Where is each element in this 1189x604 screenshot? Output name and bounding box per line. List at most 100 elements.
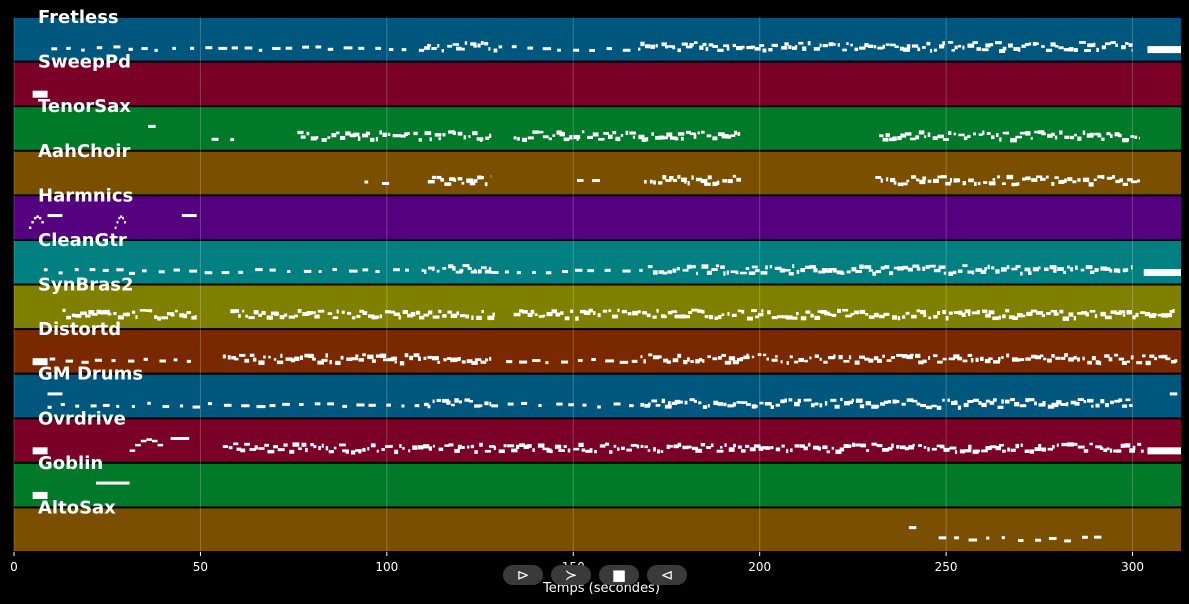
note — [842, 48, 847, 52]
note — [394, 360, 397, 364]
note — [287, 269, 291, 273]
note — [230, 309, 236, 314]
note — [658, 355, 662, 359]
note — [1073, 48, 1078, 53]
note — [1082, 356, 1085, 361]
note — [1097, 134, 1102, 138]
note — [1104, 354, 1110, 358]
note — [66, 46, 71, 50]
note — [120, 215, 123, 218]
stop-button[interactable]: ■ — [599, 565, 639, 585]
note — [113, 311, 117, 316]
note — [386, 403, 391, 407]
note — [721, 353, 727, 357]
note — [817, 446, 822, 451]
note — [822, 445, 828, 450]
note — [561, 360, 569, 364]
note — [298, 447, 302, 451]
note — [883, 400, 889, 404]
note — [1018, 539, 1024, 543]
note — [1103, 267, 1111, 271]
note — [771, 43, 778, 47]
note — [717, 132, 725, 137]
note — [998, 356, 1001, 362]
note — [845, 314, 852, 318]
note — [795, 44, 798, 49]
note — [365, 131, 371, 136]
note — [927, 132, 931, 137]
note — [471, 360, 478, 365]
note — [737, 131, 741, 136]
note — [1099, 446, 1104, 450]
note — [36, 215, 39, 218]
note — [897, 266, 904, 271]
note — [413, 353, 420, 358]
note — [1119, 178, 1123, 183]
note — [892, 136, 897, 141]
note — [775, 403, 780, 407]
note — [159, 359, 167, 363]
note — [936, 311, 941, 315]
note — [669, 176, 674, 180]
note — [712, 357, 718, 361]
note — [828, 42, 834, 47]
note — [962, 180, 967, 186]
note — [312, 357, 316, 361]
track-band — [14, 463, 1181, 507]
note — [643, 359, 646, 364]
note — [1024, 43, 1029, 47]
note — [85, 314, 91, 318]
note — [256, 405, 266, 409]
note — [622, 48, 631, 52]
note — [693, 134, 697, 139]
note — [587, 269, 595, 273]
note — [400, 134, 406, 138]
note — [800, 316, 807, 321]
track-label: Distortd — [38, 319, 121, 340]
note — [564, 316, 570, 321]
note — [1024, 267, 1031, 272]
note — [880, 178, 883, 183]
note — [781, 444, 785, 448]
note — [928, 355, 931, 360]
note — [732, 174, 737, 178]
note — [695, 359, 700, 364]
note — [297, 130, 304, 135]
note — [1085, 312, 1089, 317]
note — [648, 402, 651, 407]
note — [677, 48, 682, 53]
note — [370, 443, 376, 448]
note — [575, 316, 579, 321]
note — [179, 313, 185, 318]
rewind-button[interactable]: ⊳ — [503, 565, 543, 585]
note — [223, 403, 232, 407]
note — [770, 446, 774, 450]
note — [457, 176, 463, 181]
note — [329, 360, 332, 365]
note — [1100, 399, 1105, 404]
track-label: AltoSax — [38, 497, 116, 518]
play-button[interactable]: ≻ — [551, 565, 591, 585]
note — [637, 310, 641, 314]
note — [759, 401, 764, 405]
note — [1169, 310, 1174, 313]
note — [710, 443, 714, 448]
back-button[interactable]: ⊲ — [647, 565, 687, 585]
note — [1110, 134, 1113, 139]
note — [498, 45, 503, 49]
note — [873, 45, 877, 49]
note — [1121, 45, 1126, 50]
note — [442, 267, 447, 270]
note — [931, 404, 937, 408]
note — [429, 137, 432, 142]
note — [918, 360, 924, 365]
note — [823, 360, 828, 364]
note — [479, 137, 483, 142]
note — [418, 138, 422, 142]
note — [345, 449, 349, 454]
note — [1096, 47, 1099, 52]
note — [1026, 311, 1033, 317]
note — [1010, 137, 1017, 143]
note — [434, 133, 442, 137]
note — [394, 449, 399, 455]
